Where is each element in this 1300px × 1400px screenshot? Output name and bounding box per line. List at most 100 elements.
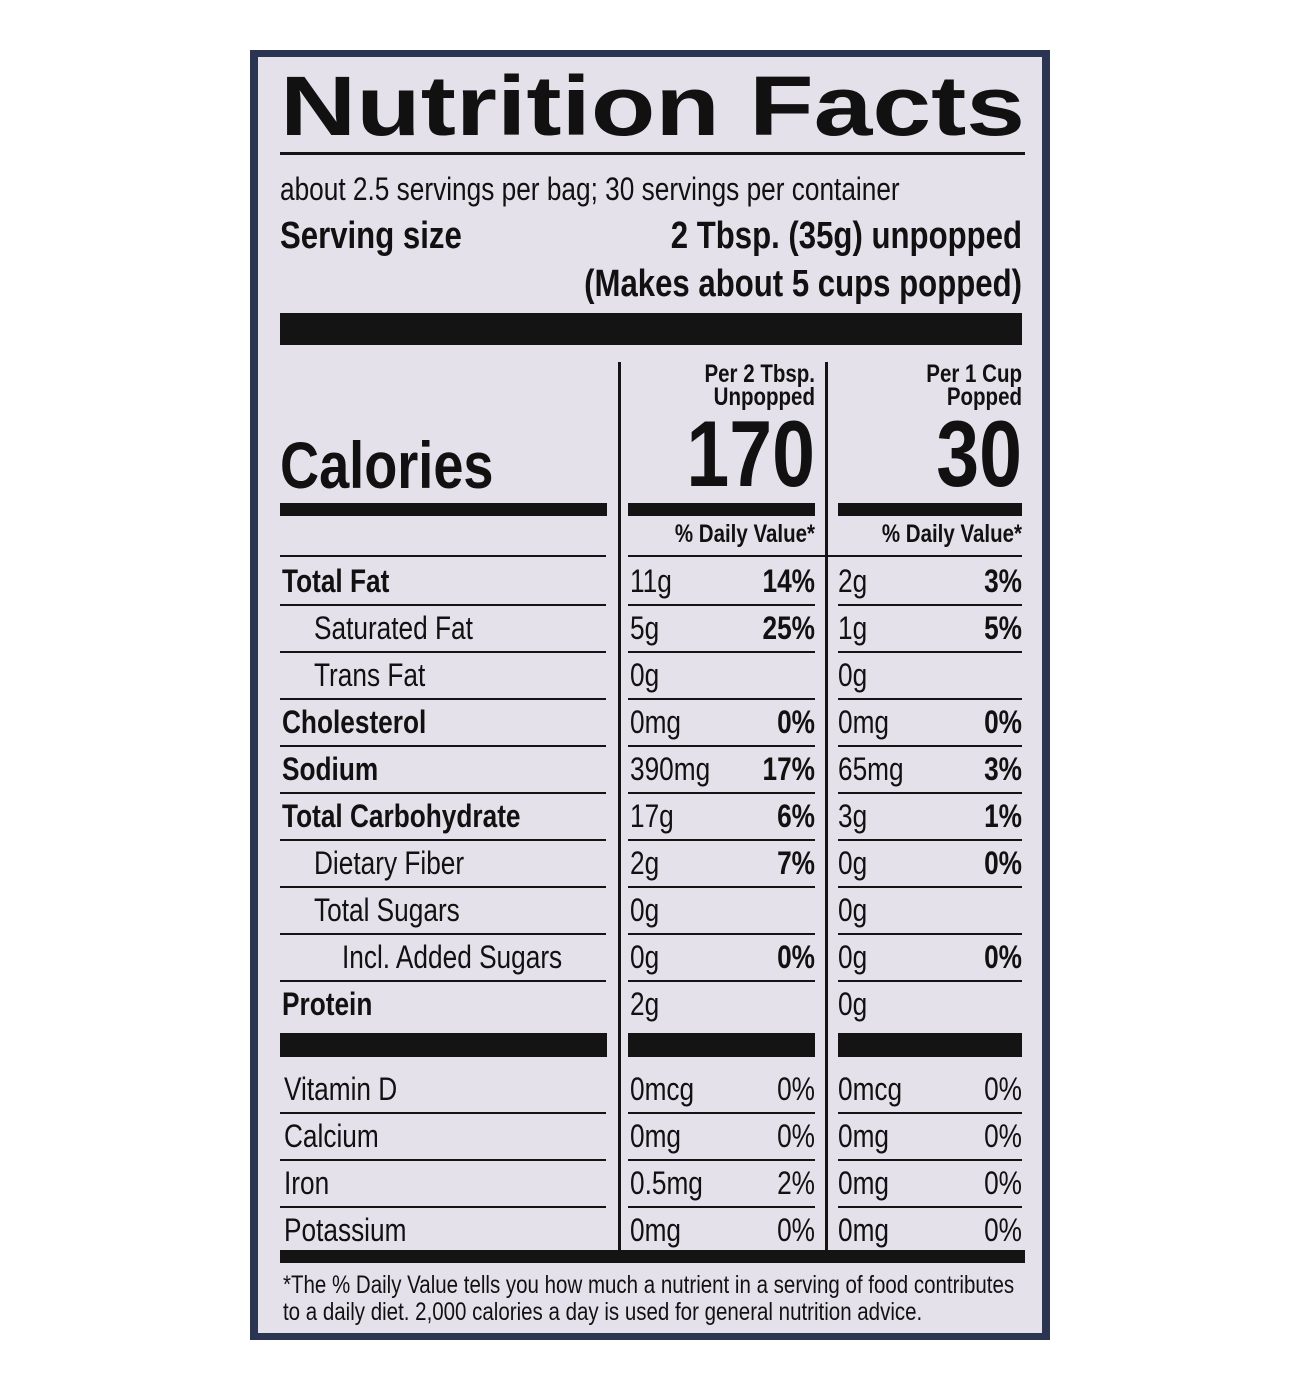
calories-label: Calories xyxy=(280,428,494,502)
rule xyxy=(628,651,815,653)
rule xyxy=(838,980,1022,982)
nutrient-dv: 1% xyxy=(984,800,1022,835)
nutrient-dv: 5% xyxy=(984,612,1022,647)
rule xyxy=(838,503,1022,516)
vitamin-name: Vitamin D xyxy=(284,1073,397,1108)
rule xyxy=(618,362,621,1252)
rule xyxy=(280,503,607,516)
rule xyxy=(628,1112,815,1114)
nutrient-amount: 0g xyxy=(838,894,867,929)
column-heading: Unpopped xyxy=(714,382,815,410)
vitamin-dv: 2% xyxy=(777,1167,815,1202)
rule xyxy=(280,1250,1025,1263)
rule xyxy=(628,886,815,888)
nutrient-name: Cholesterol xyxy=(282,706,426,741)
footnote: *The % Daily Value tells you how much a … xyxy=(283,1270,1014,1298)
nutrient-dv: 0% xyxy=(777,941,815,976)
rule xyxy=(838,886,1022,888)
nutrient-name: Total Sugars xyxy=(314,894,460,929)
serving-size-label: Serving size xyxy=(280,215,462,257)
rule xyxy=(280,1159,606,1161)
nutrient-name: Protein xyxy=(282,988,372,1023)
rule xyxy=(280,152,1025,155)
calories-value: 170 xyxy=(686,402,815,507)
nutrient-name: Trans Fat xyxy=(314,659,425,694)
rule xyxy=(628,839,815,841)
vitamin-amount: 0mg xyxy=(630,1120,681,1155)
vitamin-dv: 0% xyxy=(984,1073,1022,1108)
rule xyxy=(280,313,1022,345)
nutrient-amount: 0g xyxy=(630,659,659,694)
servings: about 2.5 servings per bag; 30 servings … xyxy=(280,173,900,208)
vitamin-dv: 0% xyxy=(984,1120,1022,1155)
vitamin-amount: 0mg xyxy=(838,1167,889,1202)
rule xyxy=(628,980,815,982)
nutrient-name: Dietary Fiber xyxy=(314,847,464,882)
rule xyxy=(825,362,828,1252)
rule xyxy=(280,886,606,888)
vitamin-amount: 0.5mg xyxy=(630,1167,703,1202)
nutrient-amount: 65mg xyxy=(838,753,904,788)
nutrient-amount: 1g xyxy=(838,612,867,647)
rule xyxy=(280,745,606,747)
label-background xyxy=(258,57,1042,1333)
rule xyxy=(838,933,1022,935)
vitamin-amount: 0mcg xyxy=(838,1073,902,1108)
nutrient-amount: 2g xyxy=(630,988,659,1023)
rule xyxy=(838,1206,1022,1208)
nutrient-amount: 0g xyxy=(838,988,867,1023)
vitamin-name: Potassium xyxy=(284,1214,406,1249)
nutrient-name: Saturated Fat xyxy=(314,612,473,647)
nutrient-dv: 25% xyxy=(762,612,815,647)
vitamin-amount: 0mcg xyxy=(630,1073,694,1108)
rule xyxy=(838,1112,1022,1114)
rule xyxy=(838,792,1022,794)
rule xyxy=(838,839,1022,841)
dv-header: % Daily Value* xyxy=(882,519,1022,547)
vitamin-dv: 0% xyxy=(984,1167,1022,1202)
rule xyxy=(628,745,815,747)
nutrient-dv: 0% xyxy=(777,706,815,741)
rule xyxy=(838,698,1022,700)
rule xyxy=(280,698,606,700)
nutrient-amount: 0mg xyxy=(838,706,889,741)
nutrient-amount: 17g xyxy=(630,800,674,835)
nutrient-amount: 2g xyxy=(838,565,867,600)
rule xyxy=(838,1033,1022,1057)
dv-header: % Daily Value* xyxy=(675,519,815,547)
serving-size-value: 2 Tbsp. (35g) unpopped xyxy=(671,215,1022,257)
rule xyxy=(280,1206,606,1208)
vitamin-dv: 0% xyxy=(984,1214,1022,1249)
nutrient-amount: 0g xyxy=(838,847,867,882)
rule xyxy=(628,604,815,606)
nutrient-dv: 3% xyxy=(984,565,1022,600)
nutrient-amount: 5g xyxy=(630,612,659,647)
rule xyxy=(280,1112,606,1114)
rule xyxy=(838,604,1022,606)
rule xyxy=(628,503,815,516)
rule xyxy=(280,651,606,653)
rule xyxy=(628,933,815,935)
vitamin-name: Calcium xyxy=(284,1120,379,1155)
vitamin-dv: 0% xyxy=(777,1073,815,1108)
rule xyxy=(628,1159,815,1161)
nutrient-amount: 0mg xyxy=(630,706,681,741)
nutrient-dv: 14% xyxy=(762,565,815,600)
rule xyxy=(280,1033,607,1057)
rule xyxy=(628,1033,815,1057)
nutrient-name: Total Fat xyxy=(282,565,390,600)
calories-value: 30 xyxy=(936,402,1022,507)
rule xyxy=(280,933,606,935)
nutrient-amount: 0g xyxy=(630,894,659,929)
nutrient-dv: 0% xyxy=(984,706,1022,741)
nutrient-amount: 0g xyxy=(838,659,867,694)
rule xyxy=(280,555,606,557)
nutrient-dv: 6% xyxy=(777,800,815,835)
rule xyxy=(628,1206,815,1208)
serving-size-note: (Makes about 5 cups popped) xyxy=(584,263,1022,305)
rule xyxy=(838,1159,1022,1161)
vitamin-amount: 0mg xyxy=(838,1120,889,1155)
vitamin-dv: 0% xyxy=(777,1120,815,1155)
